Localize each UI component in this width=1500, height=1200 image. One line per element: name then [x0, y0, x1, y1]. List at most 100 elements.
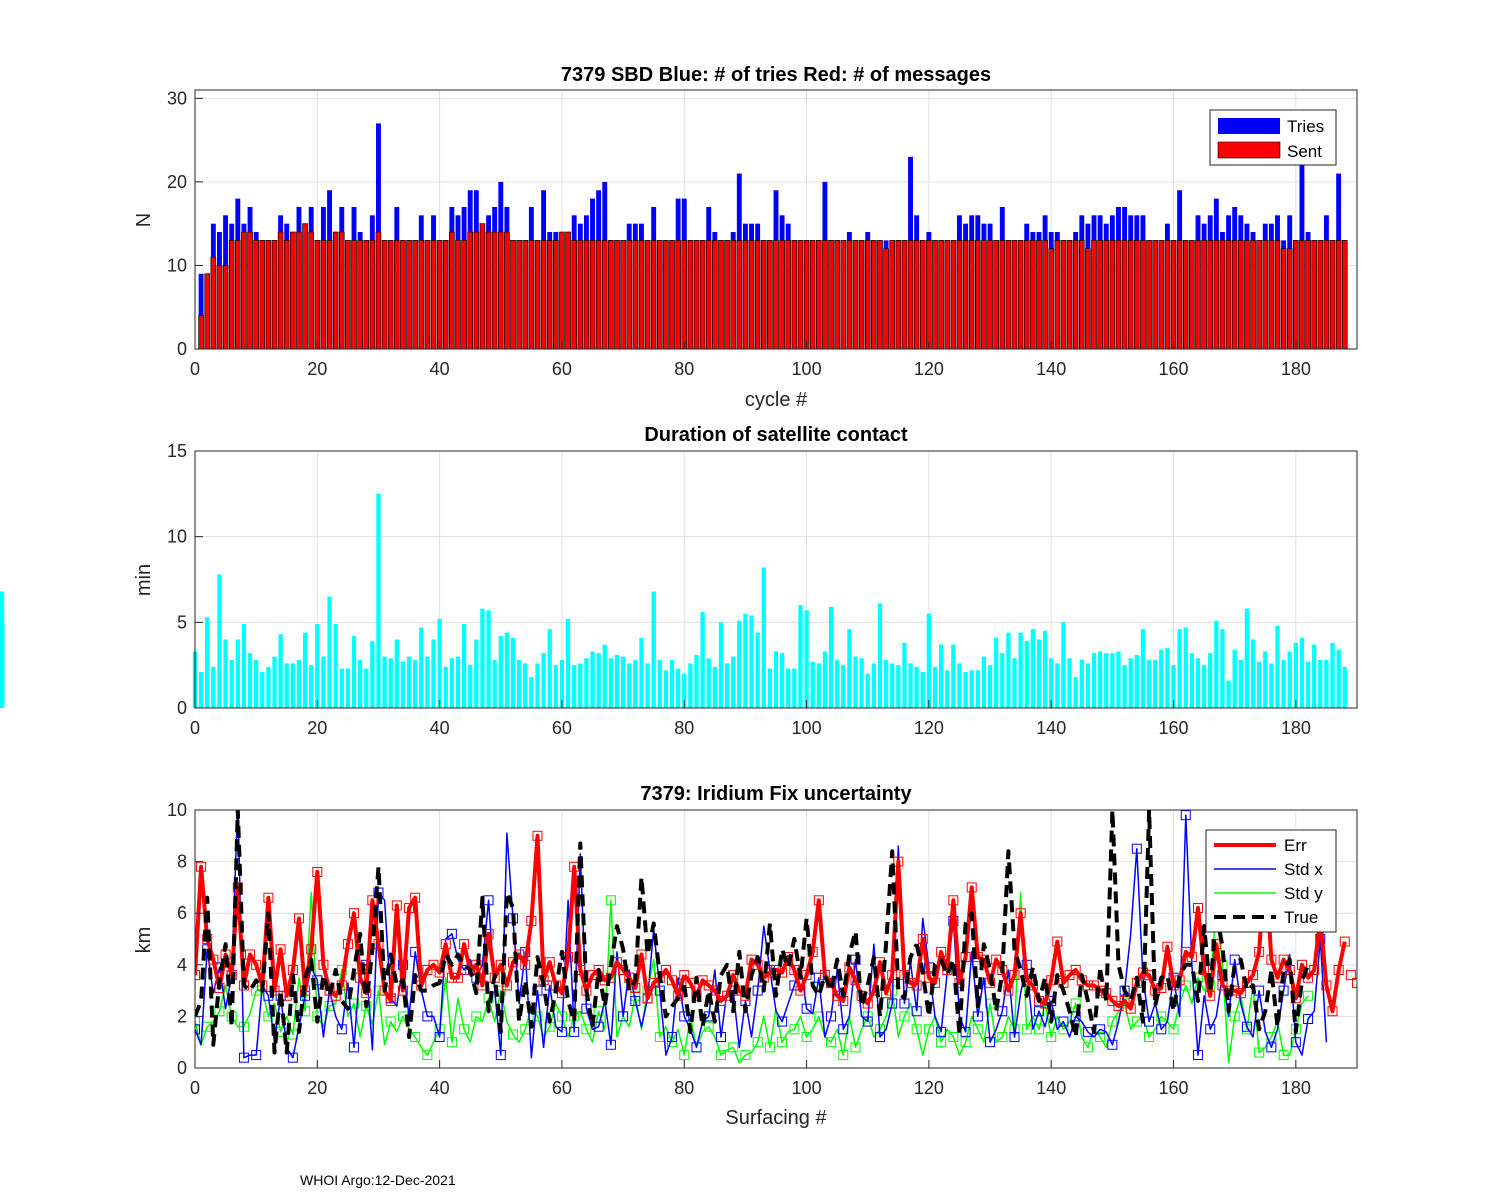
- duration-bar: [651, 591, 656, 708]
- sent-bar: [724, 240, 730, 350]
- err-marker: [1107, 995, 1118, 1006]
- sent-bar: [712, 240, 718, 350]
- err-marker: [917, 934, 928, 944]
- stdx-marker: [1033, 1006, 1044, 1017]
- fix-ytick-label: 10: [167, 800, 187, 820]
- duration-bar: [865, 673, 870, 708]
- sent-bar: [559, 231, 565, 350]
- sent-bar: [1244, 240, 1250, 350]
- stdy-marker: [1033, 1024, 1044, 1035]
- stdy-marker: [214, 1006, 225, 1017]
- sent-bar: [1066, 240, 1073, 350]
- duration-xtick-label: 100: [792, 718, 822, 738]
- duration-bar: [388, 658, 393, 708]
- duration-bar: [963, 672, 968, 708]
- fix-xtick-label: 140: [1036, 1078, 1066, 1098]
- duration-bar: [896, 665, 901, 708]
- duration-bar: [902, 642, 907, 708]
- sent-bar: [467, 231, 474, 350]
- err-marker: [1082, 980, 1093, 991]
- err-marker: [1377, 973, 1386, 982]
- duration-bar: [565, 618, 571, 708]
- err-marker: [575, 964, 586, 975]
- sent-bar: [265, 240, 272, 350]
- err-marker: [196, 861, 207, 872]
- duration-bar: [669, 660, 675, 708]
- duration-bar: [266, 666, 271, 708]
- duration-bar: [755, 632, 760, 708]
- duration-bar: [1140, 629, 1146, 708]
- duration-bar: [419, 627, 424, 708]
- duration-bar: [975, 670, 980, 708]
- stdx-marker: [862, 1016, 873, 1027]
- sent-bar: [504, 231, 510, 350]
- duration-bar: [1257, 661, 1262, 708]
- fix-panel: 7379: Iridium Fix uncertainty Surfacing …: [133, 783, 1386, 1129]
- err-marker: [544, 957, 555, 968]
- sent-bar: [1158, 240, 1165, 350]
- err-marker: [263, 892, 274, 903]
- sent-bar: [822, 240, 828, 350]
- stdx-marker: [422, 1011, 433, 1022]
- stdy-marker: [764, 1042, 775, 1053]
- duration-bar: [1238, 660, 1243, 708]
- sent-bar: [846, 240, 853, 350]
- duration-bar: [1342, 666, 1347, 708]
- err-marker: [887, 970, 898, 981]
- duration-bar: [345, 668, 351, 708]
- duration-bar: [1110, 653, 1115, 708]
- sent-bar: [981, 240, 987, 350]
- stdy-line: [915, 891, 1101, 1056]
- duration-bar: [1171, 665, 1176, 708]
- sent-bar: [1134, 240, 1140, 350]
- stdy-marker: [911, 1024, 922, 1035]
- err-marker: [881, 988, 892, 999]
- duration-bar: [987, 665, 993, 708]
- legend-tries-swatch: [1218, 118, 1280, 134]
- duration-xtick-label: 20: [307, 718, 327, 738]
- err-marker: [1352, 977, 1357, 988]
- duration-bar: [798, 605, 803, 708]
- duration-series: [0, 493, 1347, 708]
- sent-bar: [1238, 240, 1244, 350]
- duration-bar: [1214, 620, 1219, 708]
- duration-bar: [553, 665, 558, 708]
- duration-bar: [474, 639, 479, 708]
- sent-bar: [1152, 240, 1158, 350]
- stdy-marker: [1070, 998, 1081, 1009]
- sent-bar: [436, 240, 443, 350]
- sent-bar: [1207, 240, 1214, 350]
- sent-bar: [198, 315, 204, 350]
- sent-bar: [852, 240, 859, 350]
- sent-bar: [455, 240, 461, 350]
- err-marker: [911, 980, 922, 991]
- sent-bar: [259, 240, 266, 350]
- err-marker: [1309, 964, 1320, 975]
- stdx-marker: [630, 995, 641, 1006]
- sent-bar: [950, 240, 957, 350]
- err-marker: [1113, 1001, 1124, 1012]
- err-marker: [440, 939, 451, 950]
- duration-bar: [1049, 658, 1054, 708]
- sent-bar: [204, 273, 211, 350]
- sent-bar: [1164, 240, 1171, 350]
- sent-bar: [626, 240, 633, 350]
- err-marker: [605, 972, 616, 983]
- err-marker: [1211, 939, 1222, 950]
- sbd-xlabel: cycle #: [745, 389, 808, 411]
- duration-bar: [351, 636, 357, 708]
- duration-bar: [743, 613, 748, 708]
- duration-bar: [217, 574, 222, 708]
- sent-bar: [1103, 240, 1110, 350]
- stdy-marker: [593, 1006, 604, 1017]
- stdy-marker: [948, 1032, 959, 1043]
- sent-bar: [1097, 240, 1103, 350]
- duration-bar: [1165, 648, 1170, 708]
- err-marker: [275, 944, 286, 955]
- stdx-marker: [1009, 1032, 1020, 1043]
- err-marker: [251, 959, 262, 970]
- sent-bar: [1299, 240, 1305, 350]
- sent-bar: [797, 240, 804, 350]
- sent-bar: [913, 240, 920, 350]
- sent-bar: [901, 240, 908, 350]
